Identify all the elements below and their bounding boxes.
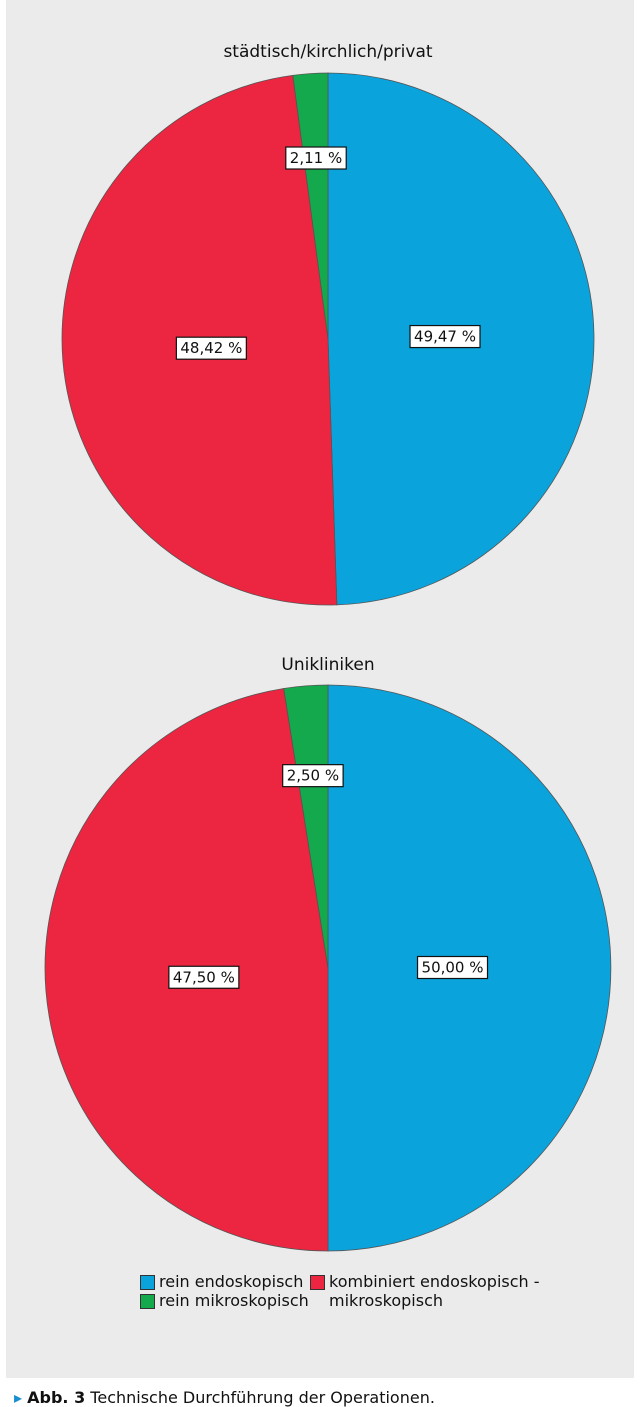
chart-title: städtisch/kirchlich/privat	[223, 42, 432, 62]
pie-slice	[283, 684, 329, 969]
caption-text: Technische Durchführung der Operationen.	[90, 1388, 435, 1407]
data-label-box	[168, 965, 240, 989]
data-label: 48,42 %	[180, 339, 242, 357]
legend-swatch	[140, 1275, 155, 1290]
legend-swatch	[310, 1275, 325, 1290]
legend-label: kombiniert endoskopisch - mikroskopisch	[329, 1272, 540, 1310]
legend-item: rein mikroskopisch	[140, 1291, 310, 1310]
legend-item: rein endoskopisch	[140, 1272, 310, 1291]
data-label: 50,00 %	[422, 959, 484, 977]
legend: rein endoskopisch kombiniert endoskopisch…	[140, 1272, 560, 1310]
data-label: 49,47 %	[414, 328, 476, 346]
data-label-box	[416, 955, 489, 980]
data-label-box	[175, 336, 247, 360]
legend-label: rein mikroskopisch	[159, 1291, 309, 1310]
legend-label: rein endoskopisch	[159, 1272, 304, 1291]
caption-marker: ▸	[14, 1388, 23, 1407]
caption-label: Abb. 3	[27, 1388, 86, 1407]
data-label-box	[409, 324, 481, 349]
legend-item: kombiniert endoskopisch - mikroskopisch	[310, 1272, 560, 1310]
data-label: 2,50 %	[287, 767, 339, 785]
caption: ▸ Abb. 3 Technische Durchführung der Ope…	[14, 1388, 435, 1407]
data-label: 47,50 %	[173, 968, 235, 986]
pie-slice	[292, 72, 329, 340]
data-label: 2,11 %	[290, 149, 342, 167]
data-label-box	[285, 146, 347, 170]
chart-title: Unikliniken	[281, 655, 374, 675]
chart: städtisch/kirchlich/privat 49,47 % 48,42 %…	[44, 42, 612, 1252]
data-label-box	[282, 764, 344, 788]
legend-swatch	[140, 1294, 155, 1309]
